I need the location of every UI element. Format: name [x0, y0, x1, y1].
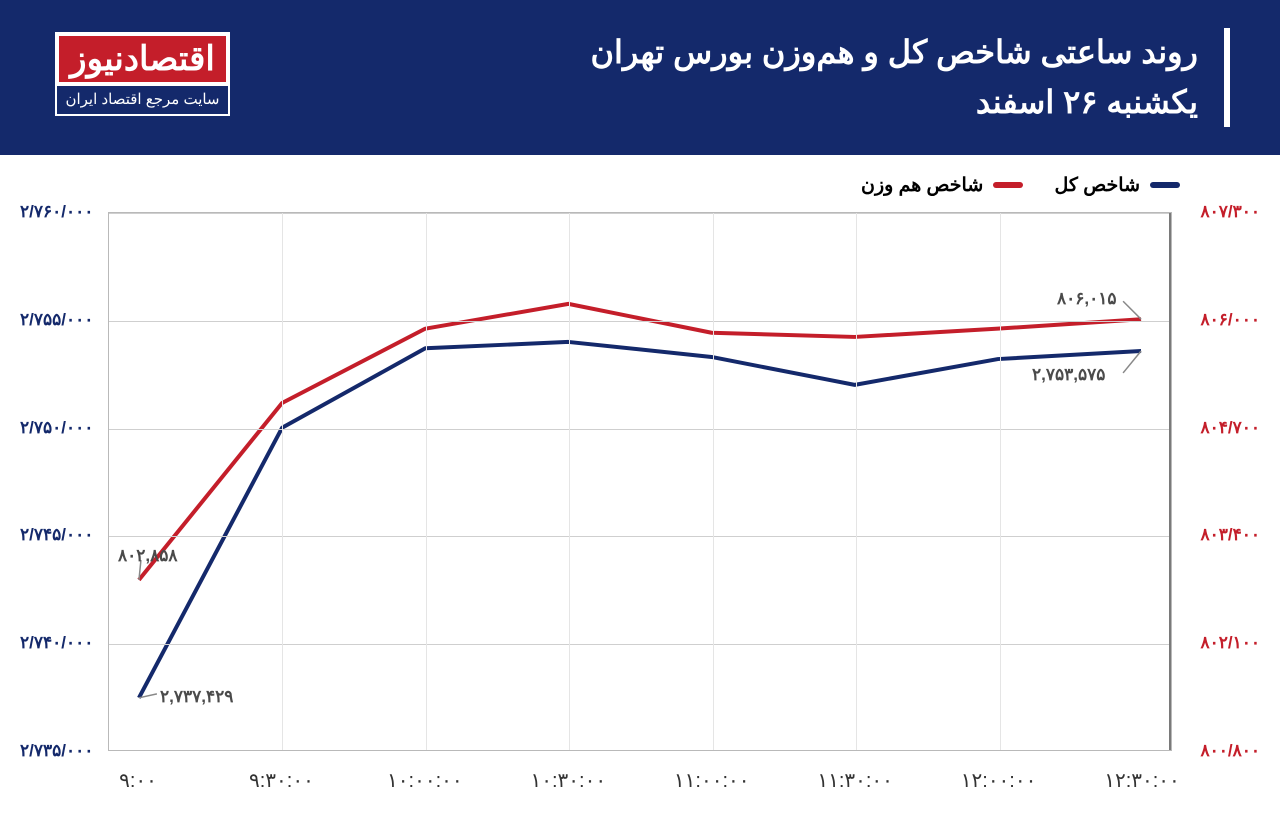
xtick-label: ۱۱:۳۰:۰۰: [817, 768, 893, 793]
ytick-right: ۸۰۰/۸۰۰: [1178, 741, 1260, 761]
gridline: [109, 213, 1171, 214]
xtick-label: ۱۲:۳۰:۰۰: [1104, 768, 1180, 793]
vgridline: [569, 213, 570, 750]
vgridline: [856, 213, 857, 750]
chart-legend: شاخص کل شاخص هم وزن: [835, 172, 1180, 197]
ytick-left: ۲/۷۴۵/۰۰۰: [20, 525, 102, 545]
chart-area: ۲/۷۳۵/۰۰۰ ۲/۷۴۰/۰۰۰ ۲/۷۴۵/۰۰۰ ۲/۷۵۰/۰۰۰ ۲/۷۵…: [20, 212, 1260, 801]
chart-lines: [109, 213, 1171, 750]
series-equal-line: [139, 304, 1141, 580]
xtick-label: ۱۰:۳۰:۰۰: [530, 768, 606, 793]
ytick-left: ۲/۷۳۵/۰۰۰: [20, 741, 102, 761]
gridline: [109, 644, 1171, 645]
leader-line: [1123, 301, 1141, 319]
header: روند ساعتی شاخص کل و هم‌وزن بورس تهران ی…: [0, 0, 1280, 155]
vgridline: [426, 213, 427, 750]
ytick-right: ۸۰۴/۷۰۰: [1178, 418, 1260, 438]
vgridline: [1000, 213, 1001, 750]
ytick-left: ۲/۷۵۰/۰۰۰: [20, 418, 102, 438]
anno-start-total: ۲,۷۳۷,۴۲۹: [160, 687, 233, 707]
legend-label-total: شاخص کل: [1055, 174, 1140, 197]
xtick-label: ۹:۳۰:۰۰: [249, 768, 314, 793]
ytick-left: ۲/۷۵۵/۰۰۰: [20, 310, 102, 330]
gridline: [109, 321, 1171, 322]
anno-end-equal: ۸۰۶,۰۱۵: [1057, 289, 1117, 309]
ytick-right: ۸۰۳/۴۰۰: [1178, 525, 1260, 545]
brand-tagline: سایت مرجع اقتصاد ایران: [55, 86, 230, 116]
anno-end-total: ۲,۷۵۳,۵۷۵: [1032, 365, 1105, 385]
xtick-label: ۹:۰۰: [119, 768, 157, 793]
ytick-left: ۲/۷۴۰/۰۰۰: [20, 633, 102, 653]
anno-start-equal: ۸۰۲,۸۵۸: [118, 546, 178, 566]
legend-item-total: شاخص کل: [1055, 174, 1180, 197]
ytick-left: ۲/۷۶۰/۰۰۰: [20, 202, 102, 222]
legend-swatch-total: [1150, 182, 1180, 188]
brand-logo: اقتصادنیوز سایت مرجع اقتصاد ایران: [55, 32, 230, 116]
ytick-right: ۸۰۲/۱۰۰: [1178, 633, 1260, 653]
legend-label-equal: شاخص هم وزن: [861, 174, 983, 197]
plot-area: [108, 212, 1172, 751]
vgridline: [713, 213, 714, 750]
gridline: [109, 536, 1171, 537]
brand-name: اقتصادنیوز: [55, 32, 230, 86]
legend-swatch-equal: [993, 182, 1023, 188]
ytick-right: ۸۰۷/۳۰۰: [1178, 202, 1260, 222]
legend-item-equal: شاخص هم وزن: [861, 174, 1023, 197]
xtick-label: ۱۲:۰۰:۰۰: [961, 768, 1037, 793]
xtick-label: ۱۰:۰۰:۰۰: [387, 768, 463, 793]
leader-line: [1123, 351, 1141, 373]
ytick-right: ۸۰۶/۰۰۰: [1178, 310, 1260, 330]
xtick-label: ۱۱:۰۰:۰۰: [674, 768, 750, 793]
gridline: [109, 429, 1171, 430]
vgridline: [282, 213, 283, 750]
